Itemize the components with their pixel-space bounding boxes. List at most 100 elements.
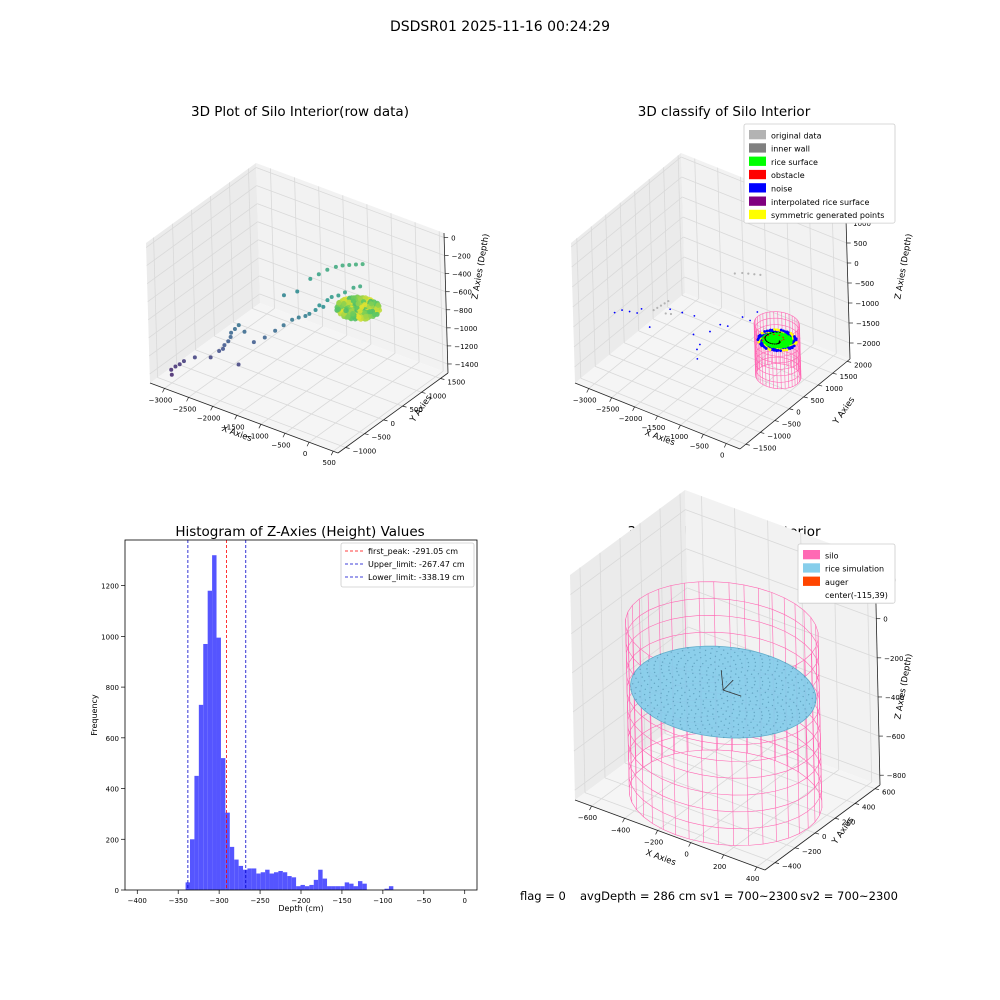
rice-mesh-point [743, 731, 745, 734]
rice-mesh-point [771, 674, 773, 676]
y-tick-label: 800 [106, 684, 119, 692]
rice-mesh-point [739, 658, 741, 661]
rice-mesh-point [654, 694, 656, 697]
y-tick [774, 862, 780, 864]
rice-mesh-point [702, 687, 704, 689]
legend-label: obstacle [771, 171, 805, 180]
wall-point [733, 272, 736, 275]
rice-mesh-point [747, 724, 749, 726]
rice-mesh-point [767, 688, 769, 691]
rice-mesh-point [777, 702, 779, 704]
z-tick-label: 500 [854, 240, 867, 248]
rice-mesh-point [670, 687, 673, 690]
z-tick-label: −1000 [855, 300, 879, 308]
rice-mesh-point [694, 687, 696, 690]
rice-surface-point [779, 328, 783, 332]
rice-point [355, 301, 361, 307]
grid-line [609, 354, 775, 421]
histogram-bar [220, 758, 226, 890]
rice-mesh-point [776, 660, 779, 662]
y-tick-label: 600 [882, 789, 895, 797]
grid-line [664, 733, 856, 804]
rice-mesh-point [734, 663, 737, 666]
rice-mesh-point [676, 709, 679, 711]
rice-mesh-point [687, 647, 689, 649]
plot-title: 3D classify of Silo Interior [638, 104, 811, 120]
grid-line [657, 325, 768, 417]
histogram-bar [256, 873, 261, 890]
grid-line [588, 298, 700, 389]
y-tick [383, 419, 388, 422]
rice-mesh-point [791, 720, 793, 722]
histogram-bar [309, 884, 314, 890]
rice-mesh-point [739, 696, 742, 698]
rice-mesh-point [784, 665, 786, 667]
rice-mesh-point [732, 731, 734, 733]
rice-mesh-point [790, 670, 792, 673]
rice-mesh-point [761, 684, 764, 686]
silo-rib [625, 626, 630, 795]
x-axis-line [149, 382, 339, 454]
wall-point [741, 271, 744, 275]
rice-mesh-point [804, 708, 806, 710]
histogram-bar [313, 879, 319, 890]
histogram-bar [198, 704, 204, 890]
rice-mesh-point [781, 672, 783, 674]
noise-point [628, 310, 631, 313]
grid-line [148, 275, 260, 357]
rice-mesh-point [643, 680, 646, 682]
rice-mesh-point [761, 665, 764, 668]
x-tick [688, 842, 691, 847]
rice-mesh-point [724, 667, 727, 670]
rice-point [341, 300, 347, 307]
histogram-bar [278, 870, 283, 890]
y-tick [774, 420, 779, 422]
rice-mesh-point [669, 662, 671, 664]
histogram-bar [357, 881, 363, 890]
grid-line [233, 321, 422, 393]
rice-point [343, 307, 349, 314]
noise-point [696, 357, 699, 360]
auger-mark [723, 689, 742, 697]
grid-line [258, 257, 447, 329]
rice-mesh-point [670, 708, 672, 710]
grid-line [256, 185, 445, 256]
rice-mesh-point [805, 716, 808, 718]
rice-mesh-point [693, 717, 696, 719]
rice-mesh-point [803, 676, 806, 678]
rice-mesh-point [761, 658, 763, 660]
data-point [325, 267, 330, 272]
rice-mesh-point [720, 653, 722, 656]
rice-mesh-point [759, 721, 761, 723]
rice-mesh-point [639, 668, 641, 671]
rice-mesh-point [656, 716, 659, 718]
grid-line [808, 204, 814, 345]
z-axis-line [845, 218, 851, 360]
z-tick-label: −2000 [857, 340, 881, 348]
rice-surface-point [769, 328, 772, 332]
rice-mesh-point [649, 691, 651, 694]
data-point [290, 317, 295, 322]
rice-mesh-point [706, 670, 708, 672]
rice-mesh-point [679, 701, 681, 704]
legend-swatch [803, 550, 820, 560]
rice-mesh-point [672, 722, 674, 725]
legend-swatch [749, 169, 766, 180]
rice-mesh-point [694, 676, 696, 678]
rice-mesh-point [778, 675, 780, 677]
rice-mesh-point [769, 662, 771, 665]
rice-mesh-point [685, 673, 687, 675]
noise-point [681, 311, 684, 314]
grid-line [624, 732, 740, 819]
y-axis-line [764, 784, 881, 871]
rice-mesh-point [744, 693, 747, 696]
z-tick-label: −200 [452, 253, 471, 261]
rice-mesh-point [718, 733, 720, 736]
rice-mesh-point [784, 712, 786, 714]
rice-mesh-point [777, 696, 779, 698]
rice-mesh-point [741, 651, 743, 653]
rice-mesh-point [775, 682, 778, 685]
rice-mesh-point [683, 654, 686, 657]
grid-line [571, 587, 688, 674]
rice-mesh-point [660, 692, 662, 695]
